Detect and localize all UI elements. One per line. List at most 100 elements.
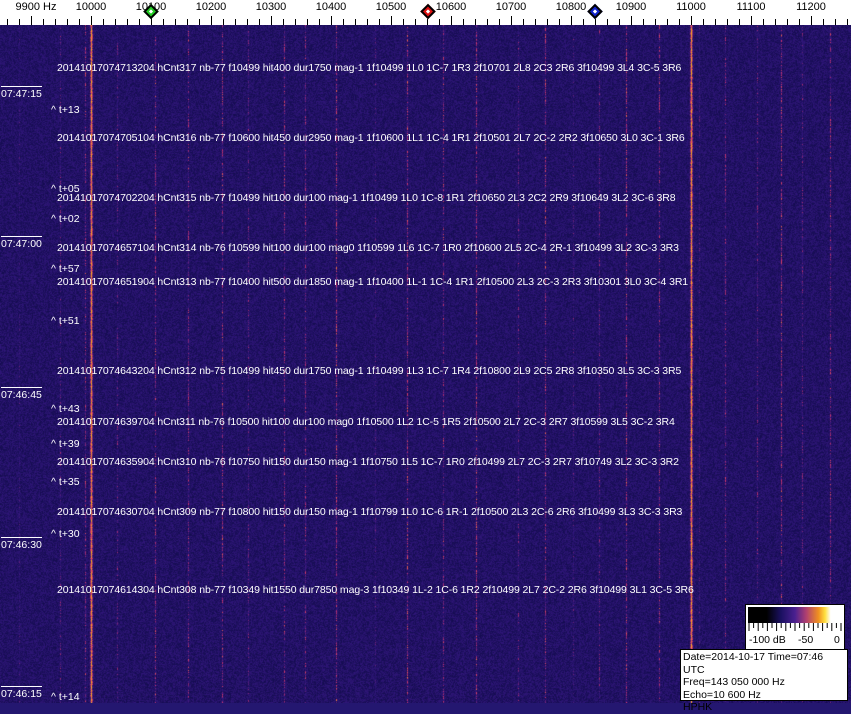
axis-tick: [439, 19, 440, 25]
info-freq: Freq=143 050 000 Hz: [683, 676, 785, 688]
axis-tick: [463, 19, 464, 25]
axis-tick: [739, 19, 740, 25]
axis-tick: [835, 19, 836, 25]
axis-tick: [223, 19, 224, 25]
detection-row: 20141017074705104 hCnt316 nb-77 f10600 h…: [57, 132, 685, 144]
axis-tick: [571, 16, 572, 25]
axis-tick: [247, 19, 248, 25]
axis-tick: [403, 19, 404, 25]
axis-tick: [55, 19, 56, 25]
axis-tick: [175, 19, 176, 25]
axis-tick: [799, 19, 800, 25]
axis-tick: [811, 16, 812, 25]
axis-tick-label: 10700: [495, 1, 527, 13]
axis-tick: [235, 19, 236, 25]
t-mark: ^ t+51: [51, 315, 80, 327]
axis-tick: [295, 19, 296, 25]
axis-tick: [787, 19, 788, 25]
axis-unit-label: 9900 Hz: [15, 1, 57, 13]
axis-tick: [415, 19, 416, 25]
axis-tick: [91, 16, 92, 25]
axis-tick: [103, 19, 104, 25]
t-mark: ^ t+30: [51, 528, 80, 540]
t-mark: ^ t+35: [51, 476, 80, 488]
axis-tick-label: 10000: [75, 1, 107, 13]
axis-tick-label: 11200: [796, 1, 826, 13]
axis-tick-label: 10900: [615, 1, 647, 13]
axis-tick: [331, 16, 332, 25]
axis-tick: [187, 19, 188, 25]
detection-row: 20141017074651904 hCnt313 nb-77 f10400 h…: [57, 276, 689, 288]
axis-tick: [703, 19, 704, 25]
axis-tick: [19, 19, 20, 25]
axis-tick: [607, 19, 608, 25]
t-mark: ^ t+05: [51, 183, 80, 195]
axis-tick: [451, 16, 452, 25]
t-mark: ^ t+13: [51, 104, 80, 116]
axis-tick-label: 10800: [555, 1, 587, 13]
axis-tick: [343, 19, 344, 25]
time-label: 07:46:45: [1, 387, 42, 401]
axis-tick-label: 10600: [435, 1, 467, 13]
color-scale-gradient: [748, 607, 842, 623]
axis-tick: [379, 19, 380, 25]
detection-row: 20141017074635904 hCnt310 nb-76 f10750 h…: [57, 456, 679, 468]
axis-tick: [259, 19, 260, 25]
axis-tick: [727, 19, 728, 25]
red-marker[interactable]: [420, 3, 436, 20]
axis-tick: [427, 19, 428, 25]
axis-tick: [751, 16, 752, 25]
t-mark: ^ t+57: [51, 263, 80, 275]
time-label: 07:47:00: [1, 236, 42, 250]
time-label: 07:46:30: [1, 537, 42, 551]
axis-tick: [211, 16, 212, 25]
axis-tick: [643, 19, 644, 25]
axis-tick: [667, 19, 668, 25]
axis-tick: [31, 16, 32, 25]
detection-row: 20141017074614304 hCnt308 nb-77 f10349 h…: [57, 584, 694, 596]
axis-tick: [151, 16, 152, 25]
axis-tick: [763, 19, 764, 25]
axis-tick: [847, 19, 848, 25]
blue-marker[interactable]: [587, 3, 603, 20]
axis-tick: [487, 19, 488, 25]
time-label: 07:47:15: [1, 86, 42, 100]
axis-tick: [367, 19, 368, 25]
axis-tick: [535, 19, 536, 25]
axis-tick: [67, 19, 68, 25]
axis-tick: [715, 19, 716, 25]
axis-tick: [547, 19, 548, 25]
axis-tick-label: 10500: [375, 1, 407, 13]
t-mark: ^ t+43: [51, 403, 80, 415]
axis-tick: [307, 19, 308, 25]
detection-row: 20141017074713204 hCnt317 nb-77 f10499 h…: [57, 62, 682, 74]
axis-tick: [475, 19, 476, 25]
axis-tick-label: 10400: [315, 1, 347, 13]
axis-tick: [511, 16, 512, 25]
axis-tick: [7, 19, 8, 25]
t-mark: ^ t+02: [51, 213, 80, 225]
axis-tick-label: 11000: [676, 1, 706, 13]
axis-tick: [523, 19, 524, 25]
scale-label-mid: -50: [798, 634, 814, 646]
axis-tick: [79, 19, 80, 25]
axis-tick: [679, 19, 680, 25]
detection-row: 20141017074643204 hCnt312 nb-75 f10499 h…: [57, 365, 682, 377]
detection-row: 20141017074702204 hCnt315 nb-77 f10499 h…: [57, 192, 676, 204]
axis-tick: [619, 19, 620, 25]
axis-tick: [691, 16, 692, 25]
axis-tick: [139, 19, 140, 25]
t-mark: ^ t+14: [51, 691, 80, 703]
axis-tick: [115, 19, 116, 25]
axis-tick: [271, 16, 272, 25]
axis-tick: [163, 19, 164, 25]
info-echo: Echo=10 600 Hz: [683, 688, 761, 701]
axis-tick: [595, 19, 596, 25]
detection-row: 20141017074630704 hCnt309 nb-77 f10800 h…: [57, 506, 683, 518]
axis-tick: [319, 19, 320, 25]
color-scale-ticks: [748, 623, 842, 631]
color-scale: -100 dB -50 0: [745, 604, 845, 650]
axis-tick: [127, 19, 128, 25]
axis-tick: [583, 19, 584, 25]
axis-tick: [43, 19, 44, 25]
